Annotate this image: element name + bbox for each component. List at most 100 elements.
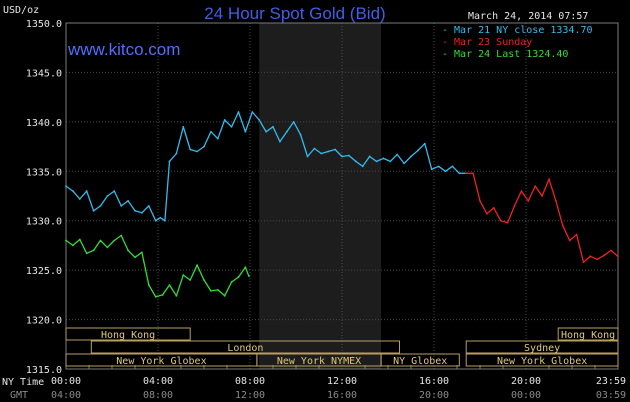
y-tick-label: 1335.0 [26,167,62,178]
series-point [141,211,143,214]
chart-date: March 24, 2014 07:57 [468,11,588,22]
series-point [568,239,571,242]
series-point [596,258,599,261]
session-box [380,353,460,367]
session-box [90,340,401,354]
x-tick-label-ny: 23:59 [596,376,626,387]
series-point [527,200,530,202]
series-point [382,157,385,160]
x-tick-label-ny: 12:00 [327,376,357,387]
series-point [486,212,488,215]
series-point [168,284,171,286]
x-tick-label-ny: 20:00 [511,376,541,387]
series-point [506,221,509,224]
x-tick-label-gmt: 04:00 [51,390,81,401]
series-point [92,249,95,252]
series-point [375,160,378,163]
series-point [106,195,109,197]
series-point [458,172,461,175]
session-label: NY Globex [393,356,447,367]
series-point [341,155,343,158]
x-tick-label-ny: 16:00 [419,376,449,387]
y-tick-label: 1350.0 [26,19,62,30]
y-tick-label: 1330.0 [26,217,62,228]
series-point [65,239,67,242]
series-point [141,251,143,254]
series-point [403,162,405,165]
session-label: New York NYMEX [277,356,361,367]
legend-entry: - Mar 24 Last 1324.40 [442,49,568,60]
legend: - Mar 21 NY close 1334.70- Mar 23 Sunday… [442,25,593,60]
series-point [120,234,123,237]
series-point [161,293,164,296]
series-point [106,246,109,249]
series-point [203,145,205,148]
series-point [127,200,129,202]
series-point [196,150,199,153]
series-point [327,150,330,153]
series-line-0 [65,111,467,222]
x-tick-label-gmt: 00:00 [511,390,541,401]
series-point [210,130,212,133]
series-point [258,118,261,121]
series-point [99,239,102,242]
series-point [147,284,150,286]
series-point [354,160,357,163]
series-point [465,172,468,175]
series-point [306,155,309,158]
legend-entry: - Mar 21 NY close 1334.70 [442,25,593,36]
series-point [113,190,116,192]
legend-entry: - Mar 23 Sunday [442,37,532,48]
x-tick-label-gmt: 20:00 [419,390,449,401]
series-point [72,190,74,192]
series-point [182,274,185,276]
y-tick-label: 1325.0 [26,266,62,277]
series-point [575,233,578,236]
series-point [320,152,323,155]
series-point [472,172,474,175]
series-point [299,133,302,136]
series-point [361,165,364,168]
y-axis-ticks: 1315.0 1320.0 1325.0 1330.0 1335.0 1340.0 1345… [26,19,62,376]
x-tick-label-gmt: 12:00 [235,390,265,401]
series-point [210,290,212,292]
chart-title: 24 Hour Spot Gold (Bid) [204,4,385,23]
series-point [230,281,233,283]
series-point [285,130,288,133]
series-point [313,147,316,150]
series-point [561,224,564,227]
series-point [99,204,102,207]
series-point [216,137,219,140]
series-point [534,185,537,188]
series-point [72,244,74,247]
x-row-label-gmt: GMT [10,390,28,401]
series-point [147,204,150,207]
series-point [499,219,502,222]
series-point [292,120,295,123]
series-point [348,154,350,157]
series-point [492,206,495,209]
session-label: London [227,343,263,354]
x-tick-label-ny: 08:00 [235,376,265,387]
series-point [230,125,233,128]
series-point [175,152,178,155]
series-point [65,185,67,188]
series-point [589,255,592,258]
series-point [182,125,185,128]
series-point [159,216,162,219]
session-box [465,340,619,354]
series-point [120,204,123,207]
series-point [244,266,247,269]
series-point [437,165,440,168]
series-point [251,111,254,113]
series-point [168,160,171,163]
market-sessions: Hong Kong London New York Globex New York N… [65,327,619,367]
shaded-band [259,23,382,369]
series-point [410,155,412,158]
series-point [113,239,116,242]
series-point [451,165,454,168]
series-point [548,178,550,181]
series-point [541,195,543,197]
session-label: Sydney [524,343,560,354]
series-point [85,252,88,255]
